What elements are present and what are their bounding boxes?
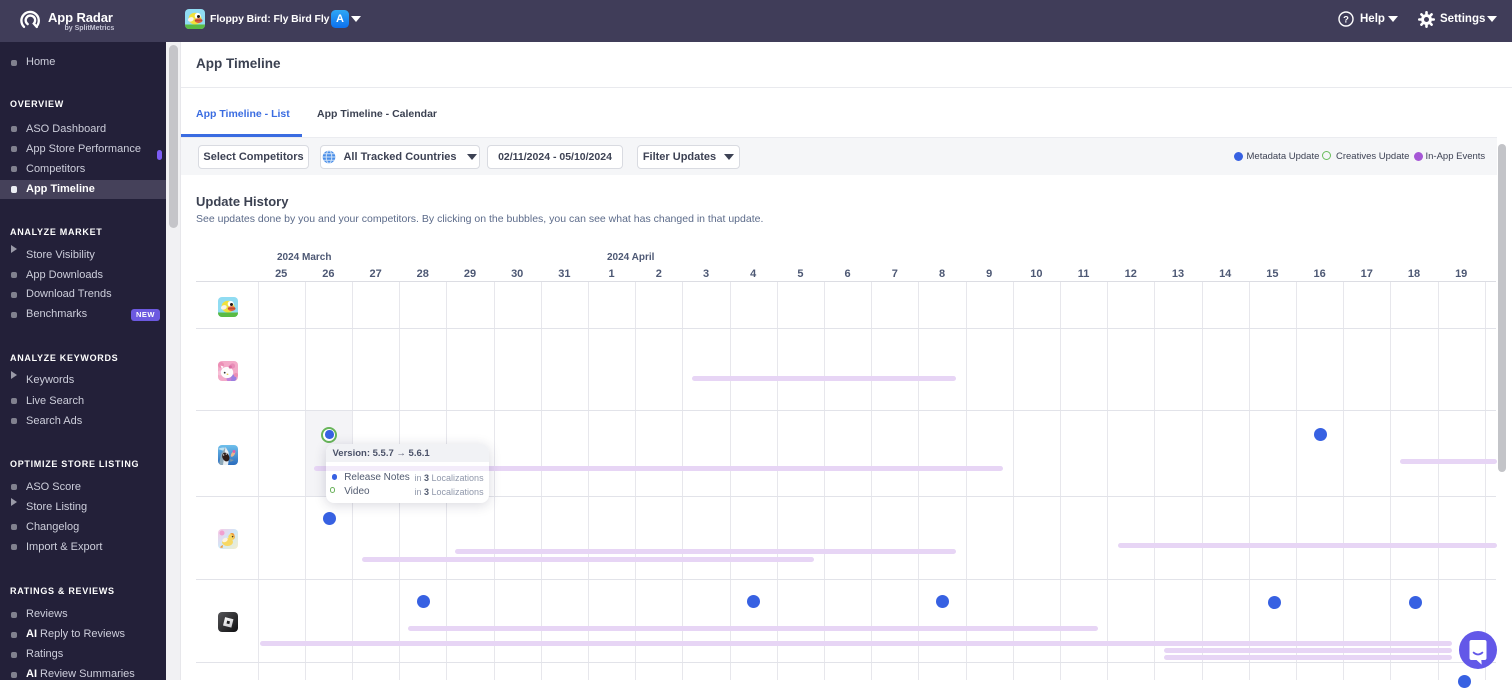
svg-text:?: ?	[1343, 14, 1349, 25]
